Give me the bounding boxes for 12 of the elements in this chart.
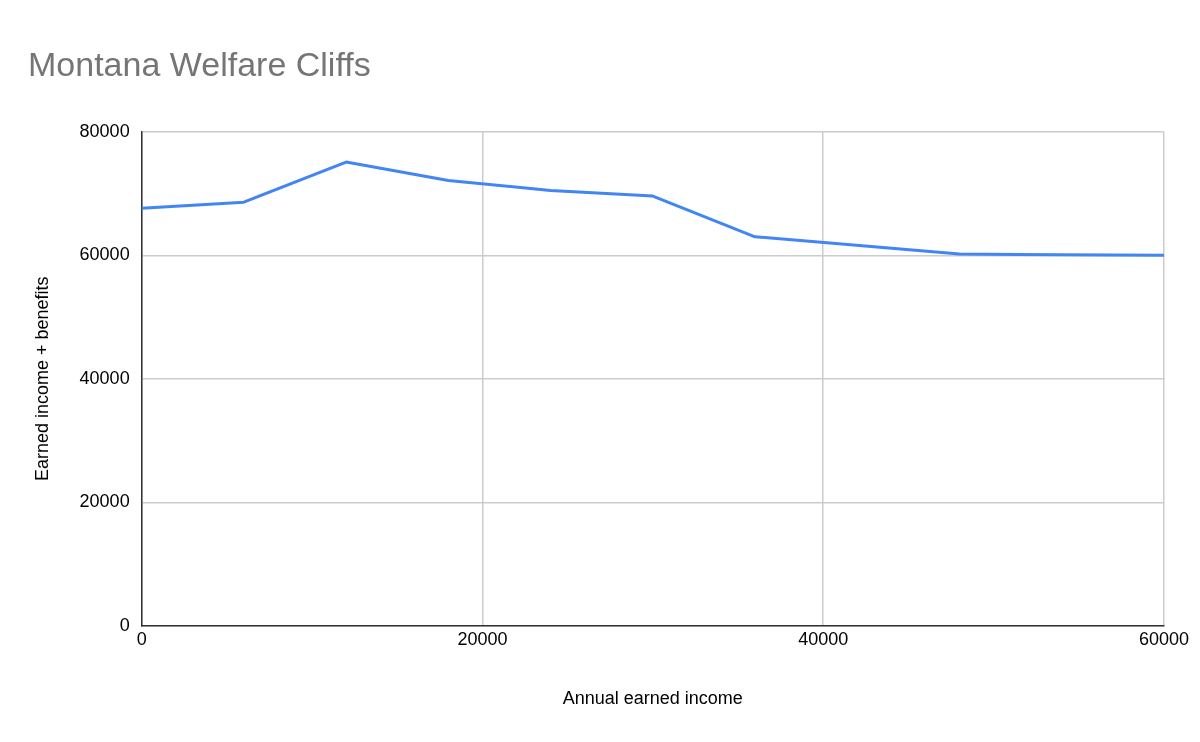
y-tick-label: 60000 — [79, 244, 130, 265]
x-tick-label: 20000 — [457, 628, 508, 649]
y-tick-label: 80000 — [79, 120, 130, 141]
x-tick-label: 60000 — [1138, 628, 1189, 649]
x-axis-title: Annual earned income — [562, 688, 743, 709]
y-tick-label: 20000 — [79, 491, 130, 512]
y-axis-title: Earned income + benefits — [31, 276, 52, 482]
x-tick-label: 0 — [136, 628, 147, 649]
y-tick-label: 40000 — [79, 367, 130, 388]
chart-title: Montana Welfare Cliffs — [28, 44, 371, 83]
y-tick-label: 0 — [119, 614, 130, 635]
x-tick-label: 40000 — [798, 628, 849, 649]
